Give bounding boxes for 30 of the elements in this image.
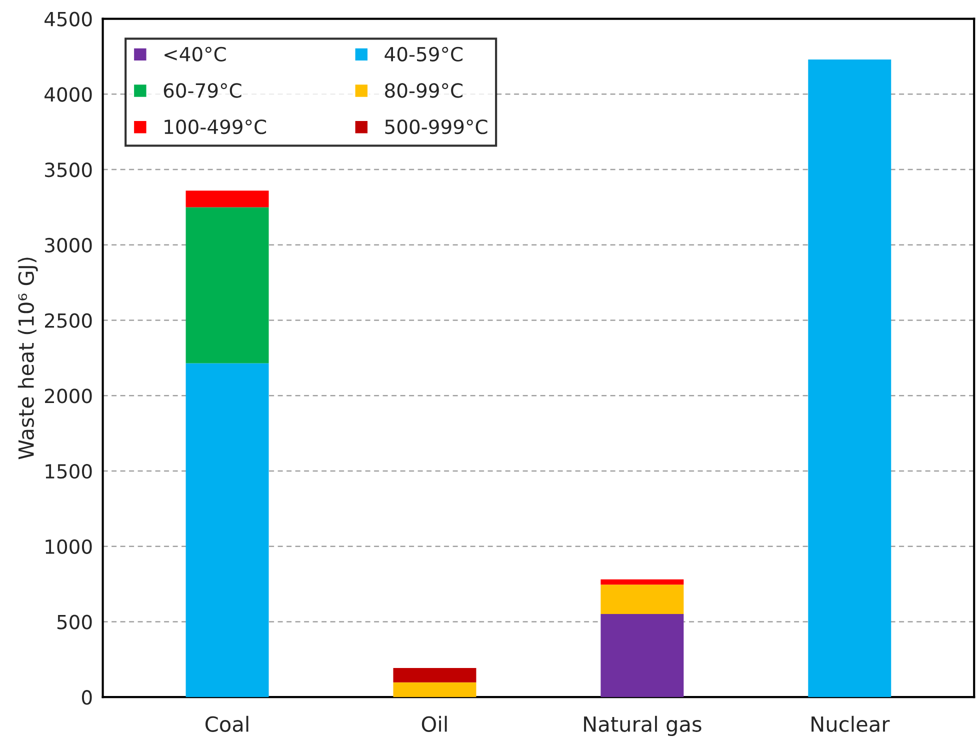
legend-label: 100-499°C [164,119,266,134]
y-tick-label: 1500 [46,464,92,479]
legend-label: 500-999°C [385,119,488,134]
y-tick-label: 2500 [45,313,92,328]
x-tick-label: Natural gas [584,716,702,736]
bar [186,363,269,698]
bar [393,668,476,682]
y-tick-label: 500 [57,614,92,630]
bar [393,682,476,698]
bar [600,584,684,614]
y-axis-title: Waste heat (10⁶ GJ) [18,258,38,460]
y-tick-label: 4000 [44,87,92,102]
x-tick-label: Oil [422,716,447,732]
bar [600,614,684,698]
legend-label: <40°C [164,46,226,62]
bar [186,190,269,208]
bar [600,579,684,585]
y-tick-label: 1000 [46,539,92,554]
legend-label: 40-59°C [384,46,462,62]
bar [186,207,269,364]
legend-label: 80-99°C [385,83,462,98]
y-tick-label: 2000 [45,388,92,404]
y-tick-label: 3500 [45,162,92,178]
x-tick-label: Nuclear [812,716,890,732]
legend-label: 60-79°C [164,83,242,98]
y-tick-label: 4500 [44,12,92,26]
bar [808,60,892,698]
y-tick-label: 3000 [45,238,92,253]
x-tick-label: Coal [206,716,248,732]
y-tick-label: 0 [82,690,92,705]
